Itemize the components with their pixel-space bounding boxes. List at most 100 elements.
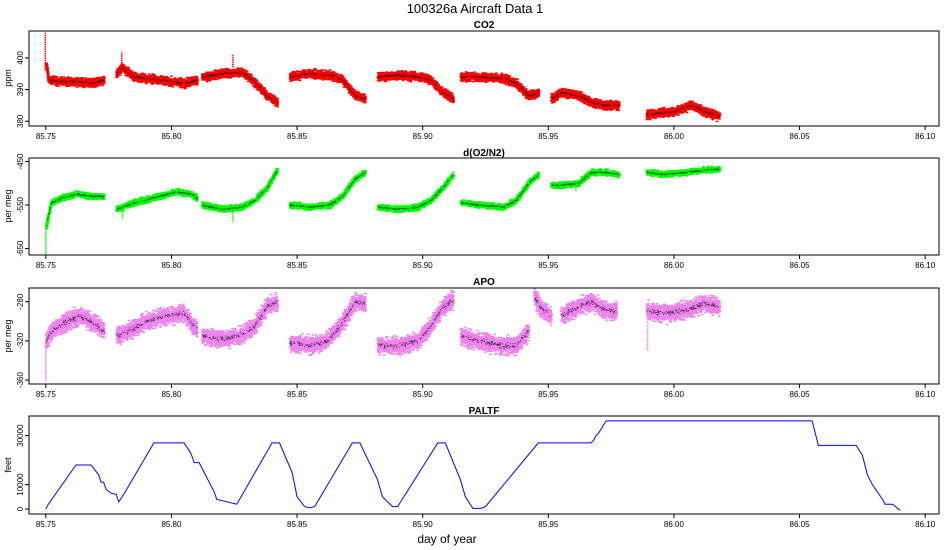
paltf-data-layer [45,420,901,511]
x-tick-label: 85.75 [36,390,57,399]
panel-do2n2: d(O2/N2) per meg 85.75 85.80 85.85 85.90 85.… [3,148,940,270]
x-tick-label: 85.95 [538,132,559,141]
x-tick-label: 85.75 [36,132,57,141]
x-tick-label: 86.05 [790,132,811,141]
figure-title: 100326a Aircraft Data 1 [407,1,544,16]
apo-series-segment [44,306,106,349]
plot-frame-co2 [28,30,940,127]
apo-overlay-points [201,300,278,342]
apo-series-segment [200,291,280,349]
x-tick-label: 85.80 [161,132,182,141]
apo-series-segment [532,288,553,327]
y-tick-label: 10000 [16,473,25,496]
x-tick-label: 86.05 [790,261,811,270]
y-tick-label: 390 [16,82,25,96]
do2n2-overlay-points [203,171,278,211]
co2-overlay-points [202,70,277,103]
x-tick-label: 85.95 [538,390,559,399]
x-tick-label: 85.75 [36,261,57,270]
co2-series-segment [288,68,367,104]
x-tick-label: 85.95 [538,520,559,529]
do2n2-overlay-points [46,193,105,226]
co2-series-segment [645,100,722,123]
x-axis-label: day of year [417,532,476,546]
do2n2-series-segment [115,187,199,213]
co2-series-segment [200,67,280,108]
co2-series-segment [115,63,199,90]
x-tick-label: 85.80 [161,390,182,399]
axes-paltf: 85.75 85.80 85.85 85.90 85.95 86.00 86.05 86.10… [16,424,936,529]
x-tick-label: 85.85 [287,261,308,270]
x-tick-label: 85.75 [36,520,57,529]
y-tick-label: -550 [16,196,25,213]
x-tick-label: 86.10 [915,390,936,399]
x-tick-label: 85.95 [538,261,559,270]
panel-title-paltf: PALTF [469,406,500,417]
y-tick-label: 0 [16,506,25,511]
apo-data-layer [44,288,722,383]
do2n2-overlay-points [460,174,538,209]
panel-title-do2n2: d(O2/N2) [463,148,505,159]
paltf-series-line [45,420,901,511]
do2n2-data-layer [45,165,722,255]
panel-title-co2: CO2 [474,20,495,31]
x-tick-label: 86.00 [664,132,685,141]
plot-frame-apo [28,287,940,385]
apo-series-segment [459,324,531,357]
do2n2-series-segment [200,168,280,213]
y-tick-label: -320 [16,332,25,349]
y-axis-label-apo: per meg [3,319,13,352]
y-tick-label: -450 [16,153,25,170]
co2-data-layer [44,32,722,123]
x-tick-label: 85.85 [287,390,308,399]
axes-apo: 85.75 85.80 85.85 85.90 85.95 86.00 86.05 86.10… [16,293,936,399]
apo-overlay-points [561,299,617,318]
apo-series-segment [376,289,455,357]
panel-apo: APO per meg 85.75 85.80 85.85 85.90 85.95 86.… [3,277,940,399]
y-tick-label: 380 [16,114,25,128]
x-tick-label: 85.90 [413,520,434,529]
apo-series-segment [559,293,619,324]
x-tick-label: 85.90 [413,261,434,270]
do2n2-series-segment [550,168,621,190]
do2n2-overlay-points [289,172,366,209]
apo-overlay-points [116,311,198,338]
apo-overlay-points [289,300,366,348]
y-tick-label: -650 [16,240,25,257]
y-axis-label-paltf: feet [3,457,13,473]
x-tick-label: 86.10 [915,132,936,141]
co2-overlay-points [460,75,539,98]
plot-frame-do2n2 [28,157,940,256]
y-tick-label: 400 [16,51,25,65]
x-tick-label: 85.85 [287,520,308,529]
do2n2-overlay-points [378,174,454,211]
y-tick-label: 30000 [16,424,25,447]
apo-series-segment [115,303,199,345]
apo-overlay-points [646,301,719,316]
co2-overlay-points [646,103,720,118]
y-tick-label: -360 [16,372,25,389]
axes-do2n2: 85.75 85.80 85.85 85.90 85.95 86.00 86.05 86.10… [16,153,936,270]
co2-overlay-points [551,91,620,107]
co2-series-segment [45,62,106,89]
do2n2-series-segment [288,170,367,212]
panel-title-apo: APO [473,277,495,288]
x-tick-label: 86.00 [664,261,685,270]
do2n2-series-segment [376,171,456,214]
x-tick-label: 86.00 [664,390,685,399]
co2-overlay-points [290,72,366,100]
panel-paltf: PALTF feet 85.75 85.80 85.85 85.90 85.95 86.0… [3,406,940,529]
apo-overlay-points [460,329,529,350]
x-tick-label: 85.90 [413,132,434,141]
apo-overlay-points [45,314,105,344]
x-tick-label: 86.05 [790,520,811,529]
x-tick-label: 85.90 [413,390,434,399]
x-tick-label: 85.80 [161,261,182,270]
y-axis-label-do2n2: per meg [3,189,13,222]
x-tick-label: 86.10 [915,520,936,529]
panel-co2: CO2 ppm 85.75 85.80 85.85 85.90 85.95 86.00 86… [3,20,940,141]
x-tick-label: 86.00 [664,520,685,529]
x-tick-label: 86.05 [790,390,811,399]
apo-overlay-points [534,297,551,317]
